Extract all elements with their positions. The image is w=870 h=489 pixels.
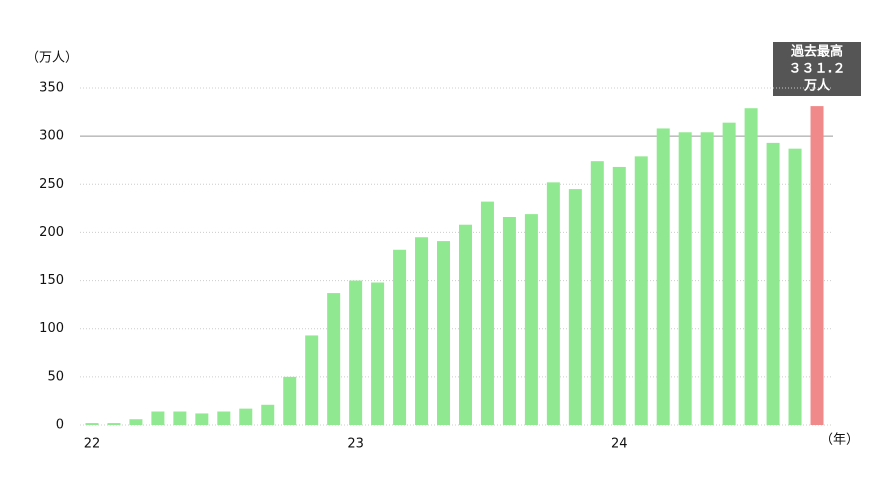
bar	[371, 282, 385, 425]
x-tick-label: 23	[347, 437, 364, 452]
bar	[612, 166, 626, 425]
y-tick-label: 250	[39, 177, 64, 192]
y-tick-label: 50	[47, 369, 64, 384]
bar	[524, 214, 538, 425]
y-tick-label: 150	[39, 273, 64, 288]
bar	[415, 237, 429, 425]
bar	[458, 224, 472, 425]
bar	[327, 293, 341, 425]
bar	[437, 241, 451, 425]
annotation-text: ３３１.２	[789, 62, 846, 77]
bar	[283, 376, 297, 425]
annotation-box	[773, 42, 861, 96]
bar	[788, 148, 802, 425]
bar	[722, 122, 736, 426]
bar	[700, 132, 714, 425]
bar	[129, 419, 143, 425]
y-unit-label: （万人）	[26, 51, 78, 66]
y-tick-label: 100	[39, 321, 64, 336]
bar	[634, 156, 648, 425]
bar	[590, 161, 604, 426]
y-tick-label: 0	[56, 418, 64, 433]
bar	[195, 413, 209, 425]
annotation-text: 万人	[803, 78, 831, 94]
bar	[173, 411, 187, 425]
bar	[810, 106, 824, 425]
bar	[678, 132, 692, 425]
y-tick-label: 350	[39, 81, 64, 96]
bar	[217, 411, 231, 425]
y-tick-label: 300	[39, 129, 64, 144]
bar	[261, 404, 275, 425]
y-tick-label: 200	[39, 225, 64, 240]
bar	[546, 182, 560, 425]
bar	[305, 335, 319, 425]
bar	[568, 189, 582, 425]
x-tick-label: 24	[611, 437, 628, 452]
bar	[151, 411, 165, 425]
bar	[766, 142, 780, 425]
bar	[656, 128, 670, 425]
bar	[85, 423, 99, 425]
bar	[239, 408, 253, 425]
bar	[349, 280, 363, 425]
bar	[393, 249, 407, 425]
bar	[480, 201, 494, 425]
bar	[502, 217, 516, 425]
x-unit-label: （年）	[820, 433, 859, 448]
x-tick-label: 22	[84, 437, 101, 452]
annotation-text: 過去最高	[790, 44, 843, 60]
bar	[744, 108, 758, 425]
bar	[107, 423, 121, 425]
